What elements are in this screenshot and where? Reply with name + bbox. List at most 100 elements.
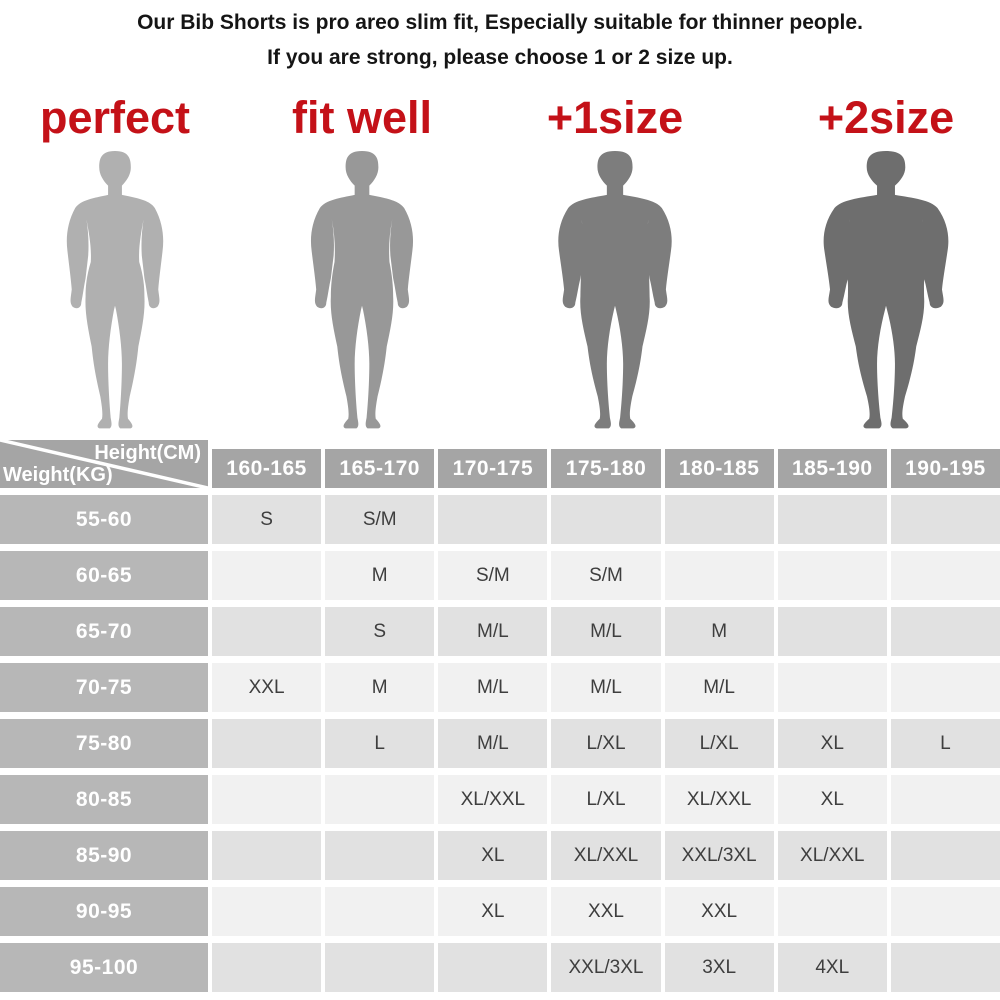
size-cell bbox=[212, 775, 322, 824]
fit-label-fit-well: fit well bbox=[291, 92, 432, 143]
size-cell bbox=[890, 775, 1000, 824]
size-cell bbox=[325, 775, 435, 824]
weight-row-label: 85-90 bbox=[0, 831, 208, 880]
weight-row-label: 95-100 bbox=[0, 943, 208, 992]
size-cell: XL/XXL bbox=[438, 775, 548, 824]
size-cell: M/L bbox=[551, 663, 661, 712]
size-cell: M bbox=[325, 551, 435, 600]
size-cell: M/L bbox=[438, 607, 548, 656]
table-corner-cell: Height(CM) Weight(KG) bbox=[0, 440, 208, 488]
height-col-header: 180-185 bbox=[664, 449, 774, 488]
size-cell bbox=[890, 887, 1000, 936]
size-cell bbox=[890, 551, 1000, 600]
body-silhouette-slim-icon bbox=[66, 151, 164, 429]
size-cell bbox=[325, 831, 435, 880]
size-cell bbox=[664, 551, 774, 600]
size-cell: S/M bbox=[438, 551, 548, 600]
size-cell: XL bbox=[777, 775, 887, 824]
weight-row-label: 55-60 bbox=[0, 495, 208, 544]
size-cell: S/M bbox=[325, 495, 435, 544]
size-cell bbox=[664, 495, 774, 544]
body-silhouette-heavy-icon bbox=[558, 151, 672, 429]
size-cell: S bbox=[212, 495, 322, 544]
product-note: Our Bib Shorts is pro areo slim fit, Esp… bbox=[0, 5, 1000, 75]
size-cell: XL/XXL bbox=[777, 831, 887, 880]
weight-row-label: 75-80 bbox=[0, 719, 208, 768]
body-silhouette-heavier-icon bbox=[823, 151, 949, 429]
size-cell bbox=[212, 551, 322, 600]
size-table: Height(CM) Weight(KG) 160-165 165-170 170-… bbox=[0, 440, 1000, 992]
size-cell: M/L bbox=[551, 607, 661, 656]
size-cell bbox=[777, 495, 887, 544]
height-col-header: 190-195 bbox=[890, 449, 1000, 488]
figure-plus2size: +2size bbox=[801, 90, 971, 433]
product-note-line2: If you are strong, please choose 1 or 2 … bbox=[267, 46, 733, 69]
height-col-header: 175-180 bbox=[551, 449, 661, 488]
size-cell: L bbox=[325, 719, 435, 768]
size-cell bbox=[212, 831, 322, 880]
size-cell: XXL/3XL bbox=[664, 831, 774, 880]
figure-perfect: perfect bbox=[30, 90, 200, 433]
height-col-header: 185-190 bbox=[777, 449, 887, 488]
size-cell: XL bbox=[438, 831, 548, 880]
size-cell bbox=[890, 607, 1000, 656]
size-cell: S/M bbox=[551, 551, 661, 600]
height-col-header: 170-175 bbox=[438, 449, 548, 488]
weight-row-label: 90-95 bbox=[0, 887, 208, 936]
size-cell: M/L bbox=[438, 663, 548, 712]
height-axis-label: Height(CM) bbox=[94, 442, 201, 464]
size-cell: L/XL bbox=[551, 775, 661, 824]
size-cell bbox=[777, 607, 887, 656]
size-cell bbox=[438, 943, 548, 992]
size-cell: M/L bbox=[438, 719, 548, 768]
size-cell: XXL bbox=[212, 663, 322, 712]
size-cell: L/XL bbox=[551, 719, 661, 768]
body-silhouette-athletic-icon bbox=[310, 151, 414, 429]
weight-row-label: 70-75 bbox=[0, 663, 208, 712]
size-cell: S bbox=[325, 607, 435, 656]
size-cell bbox=[890, 663, 1000, 712]
product-note-line1: Our Bib Shorts is pro areo slim fit, Esp… bbox=[137, 11, 863, 34]
size-cell: XL/XXL bbox=[551, 831, 661, 880]
size-cell bbox=[212, 607, 322, 656]
size-cell bbox=[777, 663, 887, 712]
size-cell bbox=[890, 831, 1000, 880]
weight-axis-label: Weight(KG) bbox=[3, 464, 113, 486]
weight-row-label: 80-85 bbox=[0, 775, 208, 824]
size-cell: L/XL bbox=[664, 719, 774, 768]
size-cell bbox=[777, 551, 887, 600]
diagonal-divider bbox=[0, 440, 208, 488]
size-cell: XL bbox=[438, 887, 548, 936]
size-cell: XL bbox=[777, 719, 887, 768]
figure-fit-well: fit well bbox=[277, 90, 447, 433]
size-cell bbox=[212, 943, 322, 992]
size-cell bbox=[212, 887, 322, 936]
weight-row-label: 60-65 bbox=[0, 551, 208, 600]
size-cell bbox=[438, 495, 548, 544]
size-cell: M bbox=[325, 663, 435, 712]
fit-label-perfect: perfect bbox=[39, 92, 191, 143]
size-cell: XXL/3XL bbox=[551, 943, 661, 992]
fit-label-plus1size: +1size bbox=[546, 92, 684, 143]
height-col-header: 165-170 bbox=[325, 449, 435, 488]
size-cell bbox=[212, 719, 322, 768]
size-cell bbox=[890, 495, 1000, 544]
weight-row-label: 65-70 bbox=[0, 607, 208, 656]
size-cell: XXL bbox=[551, 887, 661, 936]
size-cell: 3XL bbox=[664, 943, 774, 992]
size-cell bbox=[325, 887, 435, 936]
height-col-header: 160-165 bbox=[212, 449, 322, 488]
size-cell: XXL bbox=[664, 887, 774, 936]
size-cell bbox=[551, 495, 661, 544]
size-cell: XL/XXL bbox=[664, 775, 774, 824]
size-cell: M bbox=[664, 607, 774, 656]
size-cell: M/L bbox=[664, 663, 774, 712]
size-cell: L bbox=[890, 719, 1000, 768]
fit-label-plus2size: +2size bbox=[817, 92, 955, 143]
size-cell: 4XL bbox=[777, 943, 887, 992]
figure-plus1size: +1size bbox=[530, 90, 700, 433]
size-cell bbox=[777, 887, 887, 936]
size-cell bbox=[325, 943, 435, 992]
size-cell bbox=[890, 943, 1000, 992]
